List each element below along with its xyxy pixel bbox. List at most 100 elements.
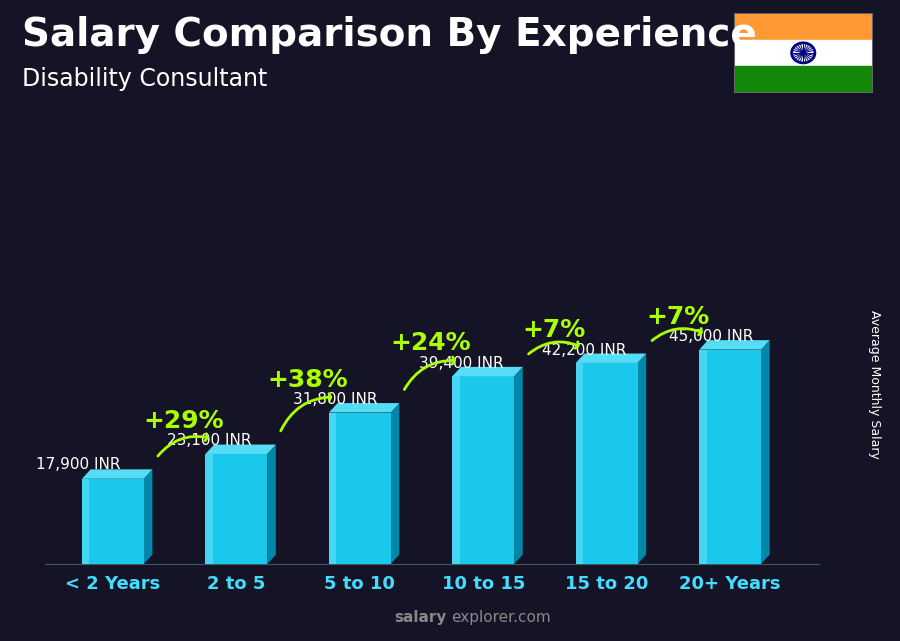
Bar	[0, 462, 900, 468]
Text: Salary Comparison By Experience: Salary Comparison By Experience	[22, 16, 757, 54]
Bar	[0, 365, 900, 372]
Polygon shape	[82, 479, 89, 564]
Bar	[0, 38, 900, 45]
Text: 45,000 INR: 45,000 INR	[670, 329, 754, 344]
Polygon shape	[328, 413, 391, 564]
Polygon shape	[82, 469, 152, 479]
Bar	[0, 256, 900, 263]
Bar	[0, 45, 900, 51]
Polygon shape	[205, 454, 213, 564]
Bar	[0, 64, 900, 71]
Bar	[0, 558, 900, 564]
Bar	[0, 77, 900, 83]
Text: 23,100 INR: 23,100 INR	[166, 433, 251, 448]
Bar	[0, 442, 900, 449]
Bar	[0, 96, 900, 103]
Bar	[0, 551, 900, 558]
Text: +29%: +29%	[144, 409, 224, 433]
Bar	[0, 596, 900, 603]
Polygon shape	[699, 349, 761, 564]
Bar	[0, 474, 900, 481]
Bar	[0, 455, 900, 462]
Bar	[0, 192, 900, 199]
Bar	[0, 340, 900, 346]
Bar	[0, 423, 900, 429]
Bar	[0, 500, 900, 506]
Polygon shape	[453, 367, 523, 376]
Bar	[0, 622, 900, 628]
Polygon shape	[82, 479, 144, 564]
Bar	[0, 224, 900, 231]
Bar	[0, 288, 900, 295]
Bar	[0, 538, 900, 545]
Bar	[0, 545, 900, 551]
Polygon shape	[637, 354, 646, 564]
Bar	[0, 397, 900, 404]
Text: 31,800 INR: 31,800 INR	[292, 392, 377, 407]
Polygon shape	[453, 376, 514, 564]
Bar	[0, 244, 900, 250]
Polygon shape	[699, 340, 770, 349]
Bar	[0, 308, 900, 314]
Bar	[734, 13, 873, 40]
Bar	[0, 269, 900, 276]
Polygon shape	[328, 413, 337, 564]
Bar	[0, 327, 900, 333]
Bar	[0, 519, 900, 526]
Bar	[0, 603, 900, 609]
Bar	[0, 564, 900, 570]
Bar	[0, 577, 900, 583]
Bar	[0, 590, 900, 596]
Bar	[0, 154, 900, 160]
Polygon shape	[576, 363, 583, 564]
Bar	[0, 346, 900, 353]
Bar	[0, 436, 900, 442]
Bar	[0, 71, 900, 77]
Bar	[0, 90, 900, 96]
Bar	[0, 186, 900, 192]
Bar	[0, 333, 900, 340]
Bar	[0, 0, 900, 6]
Bar	[0, 6, 900, 13]
Bar	[0, 141, 900, 147]
Text: +7%: +7%	[646, 304, 709, 329]
Bar	[0, 167, 900, 173]
Bar	[0, 295, 900, 301]
Polygon shape	[144, 469, 152, 564]
Bar	[0, 122, 900, 128]
Bar	[734, 40, 873, 66]
Bar	[0, 494, 900, 500]
Bar	[0, 282, 900, 288]
Bar	[0, 83, 900, 90]
Bar	[0, 218, 900, 224]
Bar	[0, 570, 900, 577]
Bar	[0, 173, 900, 179]
Bar	[0, 429, 900, 436]
Bar	[0, 526, 900, 532]
Bar	[0, 26, 900, 32]
Bar	[0, 276, 900, 282]
Polygon shape	[453, 376, 460, 564]
Bar	[0, 410, 900, 417]
Text: 17,900 INR: 17,900 INR	[36, 457, 121, 472]
Bar	[0, 13, 900, 19]
Bar	[0, 468, 900, 474]
Bar	[0, 417, 900, 423]
Polygon shape	[761, 340, 770, 564]
Bar	[0, 199, 900, 205]
Polygon shape	[576, 354, 646, 363]
Bar	[0, 506, 900, 513]
Bar	[0, 320, 900, 327]
Bar	[0, 147, 900, 154]
Text: 42,200 INR: 42,200 INR	[543, 343, 626, 358]
Text: explorer.com: explorer.com	[451, 610, 551, 625]
Polygon shape	[699, 349, 707, 564]
Text: salary: salary	[394, 610, 446, 625]
Bar	[0, 179, 900, 186]
Bar	[0, 128, 900, 135]
Bar	[0, 378, 900, 385]
Bar	[0, 135, 900, 141]
Polygon shape	[205, 445, 275, 454]
Bar	[0, 481, 900, 487]
Bar	[0, 449, 900, 455]
